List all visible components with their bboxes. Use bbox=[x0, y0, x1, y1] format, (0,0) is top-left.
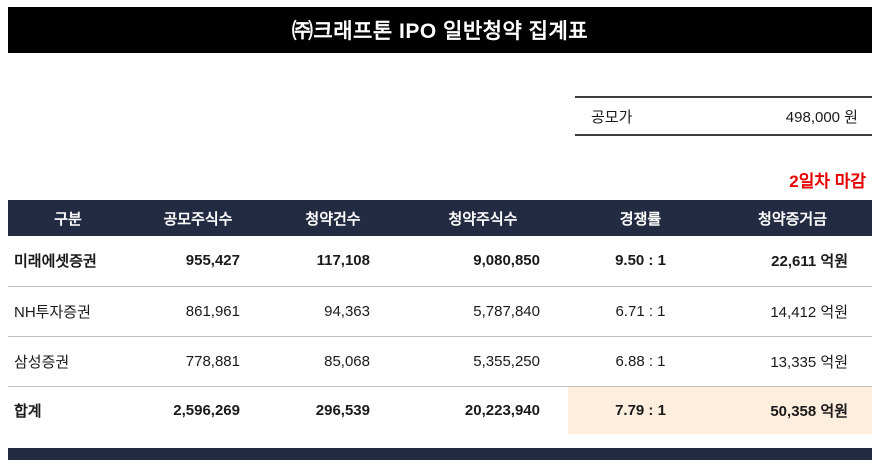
broker-name-cell: 삼성증권 bbox=[8, 336, 128, 387]
subscribed-shares-cell: 9,080,850 bbox=[398, 236, 568, 287]
offered-shares-cell: 778,881 bbox=[128, 336, 268, 387]
page-title: ㈜크래프톤 IPO 일반청약 집계표 bbox=[8, 7, 872, 53]
table-row: 미래에셋증권 955,427 117,108 9,080,850 9.50 : … bbox=[8, 236, 872, 287]
header-applications: 청약건수 bbox=[268, 200, 398, 236]
total-label-cell: 합계 bbox=[8, 385, 128, 434]
header-offered-shares: 공모주식수 bbox=[128, 200, 268, 236]
header-deposit: 청약증거금 bbox=[713, 200, 872, 236]
offer-price-value: 498,000 원 bbox=[785, 108, 858, 126]
applications-cell: 117,108 bbox=[268, 236, 398, 287]
offer-price-box: 공모가 498,000 원 bbox=[575, 96, 872, 136]
table-row: 삼성증권 778,881 85,068 5,355,250 6.88 : 1 1… bbox=[8, 336, 872, 387]
header-category: 구분 bbox=[8, 200, 128, 236]
table-total-row: 합계 2,596,269 296,539 20,223,940 7.79 : 1… bbox=[8, 385, 872, 434]
subscription-table: 구분 공모주식수 청약건수 청약주식수 경쟁률 청약증거금 미래에셋증권 955… bbox=[8, 200, 872, 434]
total-competition-cell: 7.79 : 1 bbox=[568, 385, 713, 434]
total-subscribed-shares-cell: 20,223,940 bbox=[398, 385, 568, 434]
offered-shares-cell: 861,961 bbox=[128, 286, 268, 337]
table-header-row: 구분 공모주식수 청약건수 청약주식수 경쟁률 청약증거금 bbox=[8, 200, 872, 236]
deposit-cell: 22,611 억원 bbox=[713, 236, 872, 287]
header-subscribed-shares: 청약주식수 bbox=[398, 200, 568, 236]
offer-price-label: 공모가 bbox=[591, 108, 633, 126]
status-badge: 2일차 마감 bbox=[789, 172, 866, 191]
subscribed-shares-cell: 5,787,840 bbox=[398, 286, 568, 337]
applications-cell: 94,363 bbox=[268, 286, 398, 337]
total-offered-shares-cell: 2,596,269 bbox=[128, 385, 268, 434]
applications-cell: 85,068 bbox=[268, 336, 398, 387]
total-deposit-cell: 50,358 억원 bbox=[713, 385, 872, 434]
header-competition: 경쟁률 bbox=[568, 200, 713, 236]
deposit-cell: 14,412 억원 bbox=[713, 286, 872, 337]
table-row: NH투자증권 861,961 94,363 5,787,840 6.71 : 1… bbox=[8, 286, 872, 337]
bottom-accent-bar bbox=[8, 448, 872, 460]
deposit-cell: 13,335 억원 bbox=[713, 336, 872, 387]
broker-name-cell: 미래에셋증권 bbox=[8, 236, 128, 287]
competition-cell: 6.71 : 1 bbox=[568, 286, 713, 337]
competition-cell: 6.88 : 1 bbox=[568, 336, 713, 387]
competition-cell: 9.50 : 1 bbox=[568, 236, 713, 287]
broker-name-cell: NH투자증권 bbox=[8, 286, 128, 337]
subscribed-shares-cell: 5,355,250 bbox=[398, 336, 568, 387]
total-applications-cell: 296,539 bbox=[268, 385, 398, 434]
offered-shares-cell: 955,427 bbox=[128, 236, 268, 287]
